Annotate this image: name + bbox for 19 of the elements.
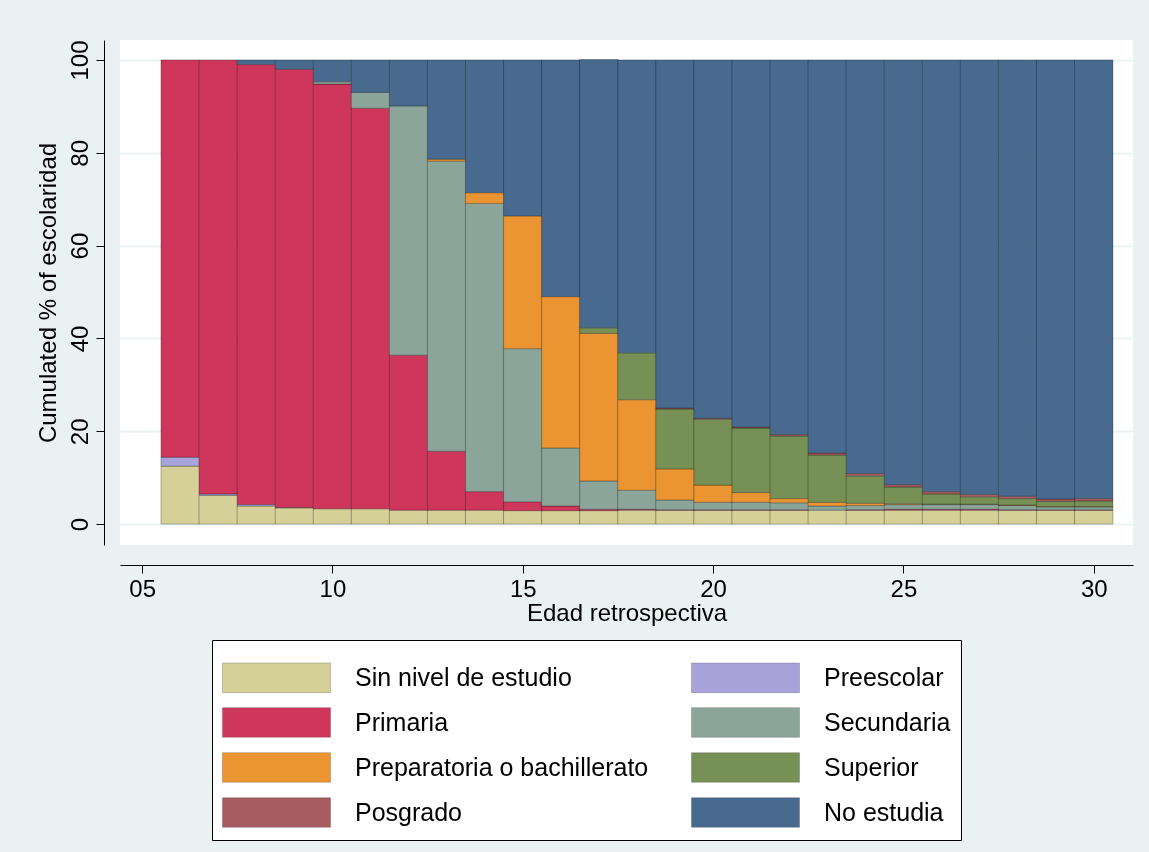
y-tick-label: 60	[65, 232, 93, 260]
legend-label: Primaria	[355, 707, 449, 736]
x-tick-label: 10	[319, 574, 347, 602]
y-axis-title: Cumulated % of escolaridad	[33, 142, 61, 444]
x-tick-label: 25	[890, 574, 918, 602]
y-tick-label: 80	[65, 139, 93, 167]
x-tick-label: 05	[129, 574, 156, 602]
legend-label: Posgrado	[355, 797, 463, 826]
legend-label: Superior	[824, 752, 919, 781]
legend-label: No estudia	[824, 797, 944, 826]
y-tick-label: 0	[65, 517, 93, 532]
legend-label: Sin nivel de estudio	[355, 662, 572, 691]
legend-label: Secundaria	[824, 707, 951, 736]
legend-label: Preparatoria o bachillerato	[355, 752, 649, 781]
legend-label: Preescolar	[824, 662, 944, 691]
y-tick-label: 40	[65, 325, 93, 353]
x-tick-label: 30	[1080, 574, 1108, 602]
y-tick-label: 100	[65, 40, 93, 81]
y-tick-label: 20	[65, 418, 93, 446]
